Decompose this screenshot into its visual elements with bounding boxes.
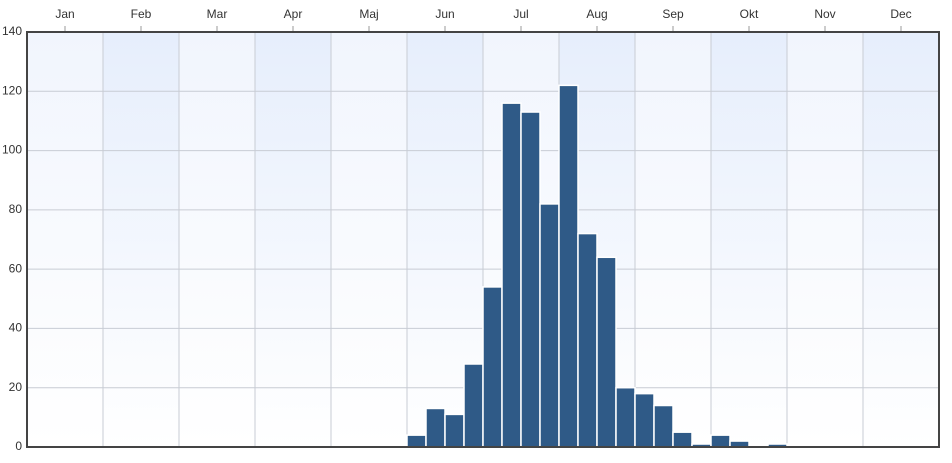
column-background	[635, 32, 711, 447]
bar	[558, 84, 579, 448]
bar	[577, 232, 598, 448]
column-background	[331, 32, 407, 447]
x-tick-label: Apr	[284, 7, 303, 21]
x-tick-label: Jan	[55, 7, 74, 21]
x-tick-label: Jul	[513, 7, 528, 21]
x-tick-label: Okt	[740, 7, 759, 21]
bar	[634, 392, 655, 448]
bar	[615, 386, 636, 448]
y-tick-label: 0	[15, 439, 22, 453]
x-tick-label: Dec	[890, 7, 911, 21]
column-background	[711, 32, 787, 447]
bar	[406, 434, 427, 448]
bar	[463, 363, 484, 448]
y-tick-label: 100	[2, 143, 22, 157]
bar	[672, 431, 693, 448]
column-background	[27, 32, 103, 447]
plot-frame	[26, 31, 940, 448]
x-tick-label: Mar	[207, 7, 228, 21]
bar	[596, 256, 617, 448]
bar	[501, 102, 522, 448]
bar	[425, 407, 446, 448]
bar	[653, 404, 674, 448]
x-tick-label: Feb	[131, 7, 152, 21]
bar	[710, 434, 731, 448]
column-background	[787, 32, 863, 447]
column-background	[179, 32, 255, 447]
column-background	[863, 32, 939, 447]
column-background	[103, 32, 179, 447]
x-tick-label: Jun	[435, 7, 454, 21]
x-tick-label: Maj	[359, 7, 378, 21]
x-tick-label: Aug	[586, 7, 607, 21]
bar	[444, 413, 465, 448]
y-tick-label: 40	[9, 321, 23, 335]
y-tick-label: 20	[9, 380, 23, 394]
y-tick-label: 80	[9, 202, 23, 216]
y-tick-label: 140	[2, 24, 22, 38]
bar	[539, 203, 560, 448]
y-tick-label: 120	[2, 83, 22, 97]
y-tick-label: 60	[9, 261, 23, 275]
bar	[482, 286, 503, 448]
bar	[520, 111, 541, 448]
x-tick-label: Nov	[814, 7, 835, 21]
column-background	[255, 32, 331, 447]
x-tick-label: Sep	[662, 7, 684, 21]
